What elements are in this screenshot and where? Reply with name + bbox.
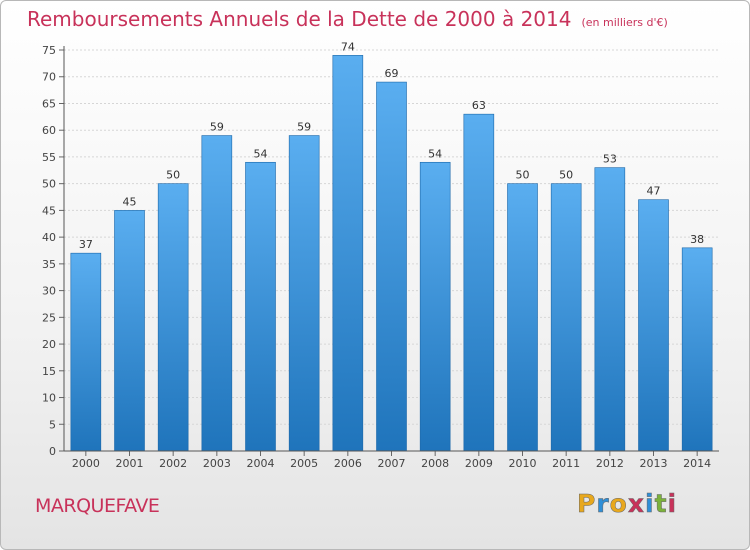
bar-value-label: 38	[690, 233, 704, 246]
title-text: Remboursements Annuels de la Dette de 20…	[27, 7, 572, 31]
y-tick-label: 45	[42, 204, 56, 217]
chart-subtitle: (en milliers d'€)	[581, 16, 668, 29]
x-tick-label: 2007	[378, 457, 406, 470]
y-tick-label: 10	[42, 392, 56, 405]
x-tick-label: 2013	[640, 457, 668, 470]
bar	[288, 135, 320, 452]
bar-value-label: 54	[254, 147, 268, 160]
y-tick-label: 55	[42, 151, 56, 164]
bar	[376, 81, 407, 452]
x-tick-label: 2002	[159, 457, 187, 470]
proxiti-logo: Proxiti	[577, 489, 678, 519]
logo-letter: o	[609, 489, 628, 519]
y-tick-label: 65	[42, 97, 56, 110]
bar-value-label: 45	[123, 195, 137, 208]
y-tick-label: 70	[42, 71, 56, 84]
bar	[245, 161, 276, 452]
bar-value-label: 50	[516, 169, 530, 182]
bar	[638, 199, 669, 452]
y-tick-label: 35	[42, 258, 56, 271]
y-tick-label: 40	[42, 231, 56, 244]
axes: 0 5 10 15 20 25 30 35 40 45 50 55 60 65 70 75 2000 2001 20…	[42, 44, 719, 470]
x-tick-label: 2000	[72, 457, 100, 470]
bars: 37 45 50 59 54 59 74 69 54 63 50 50 53 47 38	[70, 40, 713, 452]
x-tick-label: 2008	[421, 457, 449, 470]
bar-value-label: 59	[297, 121, 311, 134]
bar	[507, 183, 538, 452]
x-tick-label: 2005	[290, 457, 318, 470]
bar	[201, 135, 233, 452]
logo-letter: i	[645, 489, 655, 519]
y-tick-label: 60	[42, 124, 56, 137]
bar	[114, 210, 145, 452]
y-tick-label: 15	[42, 365, 56, 378]
bar-value-label: 69	[385, 67, 399, 80]
bar	[332, 55, 364, 452]
bar-value-label: 54	[428, 147, 442, 160]
bar	[463, 113, 495, 452]
bar	[594, 167, 626, 452]
y-tick-label: 25	[42, 311, 56, 324]
x-tick-label: 2003	[203, 457, 231, 470]
bar	[550, 183, 582, 452]
bar	[70, 252, 102, 452]
town-name: MARQUEFAVE	[35, 495, 160, 517]
x-tick-label: 2006	[334, 457, 362, 470]
x-tick-label: 2011	[552, 457, 580, 470]
logo-letter: r	[596, 489, 610, 519]
bar-value-label: 47	[647, 185, 661, 198]
x-tick-label: 2010	[509, 457, 537, 470]
logo-letter: t	[654, 489, 668, 519]
logo-letter: i	[667, 489, 678, 519]
bar-value-label: 63	[472, 99, 486, 112]
logo-letter: x	[627, 489, 645, 519]
logo-letter: P	[577, 489, 597, 519]
x-tick-label: 2004	[247, 457, 275, 470]
x-tick-label: 2012	[596, 457, 624, 470]
bar	[419, 161, 451, 452]
y-tick-label: 30	[42, 285, 56, 298]
y-tick-label: 50	[42, 178, 56, 191]
y-tick-label: 20	[42, 338, 56, 351]
bar-value-label: 53	[603, 153, 617, 166]
x-tick-label: 2009	[465, 457, 493, 470]
y-tick-label: 5	[49, 418, 56, 431]
bar-value-label: 50	[559, 169, 573, 182]
chart-title: Remboursements Annuels de la Dette de 20…	[27, 7, 668, 31]
bar-value-label: 37	[79, 238, 93, 251]
bar-value-label: 59	[210, 121, 224, 134]
bar	[681, 247, 713, 452]
bar	[157, 183, 189, 452]
x-tick-label: 2001	[116, 457, 144, 470]
bar-value-label: 50	[166, 169, 180, 182]
x-tick-label: 2014	[683, 457, 711, 470]
y-tick-label: 0	[49, 445, 56, 458]
bar-value-label: 74	[341, 40, 355, 53]
y-tick-label: 75	[42, 44, 56, 57]
